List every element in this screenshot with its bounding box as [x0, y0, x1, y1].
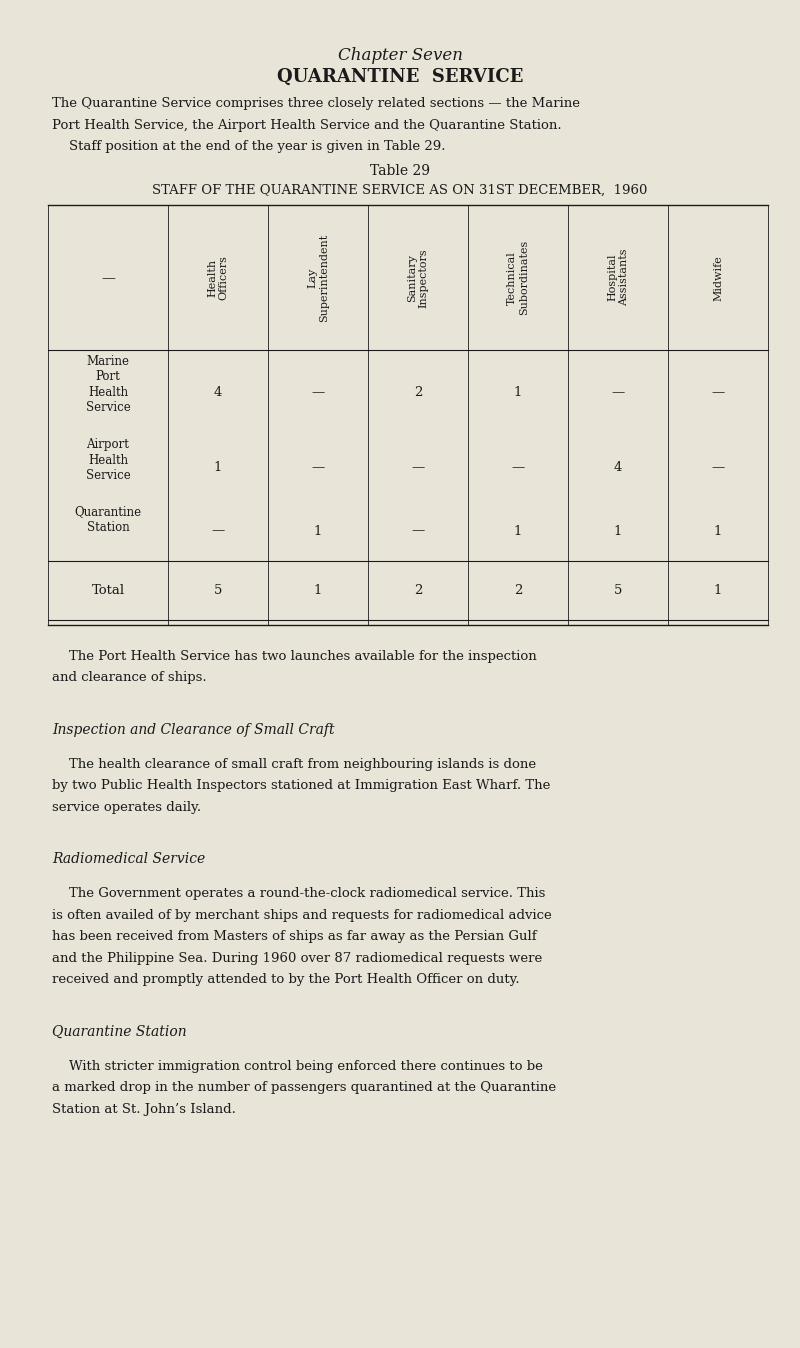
- Text: Hospital
Assistants: Hospital Assistants: [607, 249, 629, 306]
- Text: and clearance of ships.: and clearance of ships.: [52, 671, 206, 685]
- Text: The Government operates a round-the-clock radiomedical service. This: The Government operates a round-the-cloc…: [52, 887, 546, 900]
- Text: 1: 1: [514, 524, 522, 538]
- Text: —: —: [311, 386, 325, 399]
- Text: 2: 2: [414, 584, 422, 597]
- Text: Health
Officers: Health Officers: [207, 255, 229, 301]
- Text: 5: 5: [614, 584, 622, 597]
- Text: 1: 1: [214, 461, 222, 474]
- Text: by two Public Health Inspectors stationed at Immigration East Wharf. The: by two Public Health Inspectors statione…: [52, 779, 550, 793]
- Text: Technical
Subordinates: Technical Subordinates: [507, 240, 529, 315]
- Text: Table 29: Table 29: [370, 164, 430, 178]
- Text: STAFF OF THE QUARANTINE SERVICE AS ON 31ST DECEMBER,  1960: STAFF OF THE QUARANTINE SERVICE AS ON 31…: [152, 183, 648, 197]
- Text: Quarantine
Station: Quarantine Station: [74, 506, 142, 534]
- Text: 1: 1: [614, 524, 622, 538]
- Text: The health clearance of small craft from neighbouring islands is done: The health clearance of small craft from…: [52, 758, 536, 771]
- Text: Midwife: Midwife: [713, 255, 723, 301]
- Text: —: —: [211, 524, 225, 538]
- Text: Port Health Service, the Airport Health Service and the Quarantine Station.: Port Health Service, the Airport Health …: [52, 119, 562, 132]
- Text: —: —: [311, 461, 325, 474]
- Text: Marine
Port
Health
Service: Marine Port Health Service: [86, 355, 130, 414]
- Text: —: —: [411, 524, 425, 538]
- Text: Quarantine Station: Quarantine Station: [52, 1024, 186, 1038]
- Text: With stricter immigration control being enforced there continues to be: With stricter immigration control being …: [52, 1060, 543, 1073]
- Text: a marked drop in the number of passengers quarantined at the Quarantine: a marked drop in the number of passenger…: [52, 1081, 556, 1095]
- Text: Radiomedical Service: Radiomedical Service: [52, 852, 206, 865]
- Text: has been received from Masters of ships as far away as the Persian Gulf: has been received from Masters of ships …: [52, 930, 537, 944]
- Text: QUARANTINE  SERVICE: QUARANTINE SERVICE: [277, 67, 523, 85]
- Text: The Port Health Service has two launches available for the inspection: The Port Health Service has two launches…: [52, 650, 537, 663]
- Text: —: —: [611, 386, 625, 399]
- Text: 1: 1: [714, 584, 722, 597]
- Text: received and promptly attended to by the Port Health Officer on duty.: received and promptly attended to by the…: [52, 973, 520, 987]
- Text: and the Philippine Sea. During 1960 over 87 radiomedical requests were: and the Philippine Sea. During 1960 over…: [52, 952, 542, 965]
- Text: 1: 1: [314, 584, 322, 597]
- Text: —: —: [511, 461, 525, 474]
- Text: Total: Total: [91, 584, 125, 597]
- Text: 5: 5: [214, 584, 222, 597]
- Text: The Quarantine Service comprises three closely related sections — the Marine: The Quarantine Service comprises three c…: [52, 97, 580, 111]
- Text: —: —: [411, 461, 425, 474]
- Text: —: —: [711, 386, 725, 399]
- Text: 2: 2: [414, 386, 422, 399]
- Text: 4: 4: [214, 386, 222, 399]
- Text: 1: 1: [714, 524, 722, 538]
- Text: —: —: [711, 461, 725, 474]
- Text: —: —: [101, 271, 115, 284]
- Text: Lay
Superintendent: Lay Superintendent: [307, 233, 329, 322]
- Text: service operates daily.: service operates daily.: [52, 801, 201, 814]
- Text: 1: 1: [314, 524, 322, 538]
- Text: 4: 4: [614, 461, 622, 474]
- Text: Chapter Seven: Chapter Seven: [338, 47, 462, 65]
- Text: 2: 2: [514, 584, 522, 597]
- Text: 1: 1: [514, 386, 522, 399]
- Text: Station at St. John’s Island.: Station at St. John’s Island.: [52, 1103, 236, 1116]
- Text: is often availed of by merchant ships and requests for radiomedical advice: is often availed of by merchant ships an…: [52, 909, 552, 922]
- Text: Airport
Health
Service: Airport Health Service: [86, 438, 130, 483]
- Text: Staff position at the end of the year is given in Table 29.: Staff position at the end of the year is…: [52, 140, 446, 154]
- Text: Sanitary
Inspectors: Sanitary Inspectors: [407, 248, 429, 307]
- Text: Inspection and Clearance of Small Craft: Inspection and Clearance of Small Craft: [52, 723, 334, 736]
